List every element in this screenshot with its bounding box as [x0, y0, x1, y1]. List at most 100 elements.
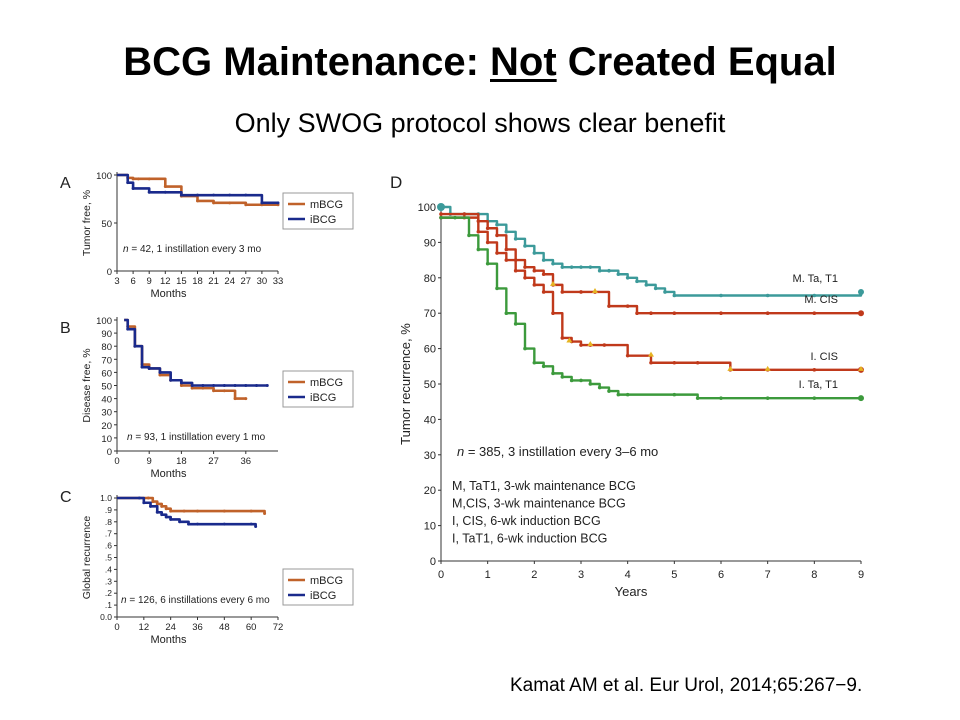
data-point-D: [625, 353, 630, 358]
y-tick-label-B: 80: [101, 342, 112, 353]
series-line-C-mbcg: [117, 496, 266, 514]
data-point-D: [607, 268, 611, 273]
data-point-C: [182, 509, 186, 513]
n-symbol: n: [127, 432, 133, 443]
data-point-D: [588, 265, 593, 269]
data-point-D: [513, 268, 518, 273]
data-point-C: [160, 513, 164, 517]
legend-label-C: mBCG: [310, 575, 343, 587]
x-tick-label-A: 33: [273, 276, 284, 287]
y-tick-label-B: 10: [101, 434, 112, 445]
data-point-A: [131, 177, 135, 181]
y-axis-title-D: Tumor recurrence, %: [398, 323, 413, 445]
data-point-A: [179, 193, 183, 197]
x-tick-label-D: 2: [531, 569, 537, 581]
series-label-D: M. CIS: [804, 294, 838, 306]
title-part-2: Created Equal: [556, 40, 837, 84]
y-tick-label-D: 20: [424, 485, 436, 497]
data-point-B: [179, 384, 183, 387]
start-point-D: [437, 203, 445, 211]
y-tick-label-B: 70: [101, 355, 112, 366]
sample-size-text: = 126, 6 instillations every 6 mo: [127, 595, 271, 606]
series-line-D-i-ta-t1: [441, 216, 861, 400]
data-point-D: [597, 385, 602, 390]
data-point-C: [146, 496, 150, 500]
series-line-D-i-cis: [441, 216, 861, 372]
end-point-D: [858, 310, 864, 317]
x-tick-label-A: 21: [208, 276, 219, 287]
legend-note-D: M,CIS, 3-wk maintenance BCG: [452, 497, 626, 511]
censor-mark-D: [592, 287, 598, 293]
data-point-D: [560, 265, 565, 269]
data-point-C: [164, 515, 168, 519]
x-tick-label-C: 12: [139, 622, 150, 633]
data-point-D: [551, 311, 555, 316]
data-point-D: [439, 215, 443, 220]
data-point-D: [504, 311, 509, 316]
data-point-D: [476, 247, 481, 252]
data-point-B: [190, 384, 194, 387]
y-tick-label-C: .6: [105, 541, 112, 551]
data-point-D: [579, 265, 583, 269]
data-point-D: [523, 346, 527, 351]
data-point-D: [541, 258, 546, 262]
y-tick-label-D: 80: [424, 273, 436, 285]
data-point-A: [244, 193, 248, 197]
data-point-D: [504, 229, 509, 234]
data-point-C: [169, 509, 173, 513]
data-point-D: [644, 283, 649, 287]
data-point-D: [495, 251, 499, 255]
censor-mark-D: [764, 365, 771, 371]
data-point-A: [260, 201, 264, 205]
data-point-D: [672, 311, 677, 316]
y-tick-label-B: 60: [101, 368, 112, 379]
data-point-D: [569, 265, 574, 269]
sample-size-note-A: n = 42, 1 instillation every 3 mo: [123, 244, 262, 255]
x-tick-label-A: 30: [257, 276, 268, 287]
data-point-B: [126, 327, 130, 331]
x-axis-title-C: Months: [150, 634, 187, 646]
data-point-D: [597, 268, 602, 273]
data-point-B: [244, 384, 248, 387]
data-point-D: [695, 360, 700, 365]
data-point-D: [513, 237, 518, 241]
x-tick-label-D: 0: [438, 569, 444, 581]
n-symbol: n: [457, 444, 464, 459]
slide-subtitle: Only SWOG protocol shows clear benefit: [234, 108, 726, 138]
data-point-D: [485, 226, 490, 231]
slide-title: BCG Maintenance: Not Created Equal: [0, 40, 960, 85]
data-point-A: [147, 177, 151, 181]
data-point-D: [569, 378, 574, 383]
data-point-D: [672, 360, 677, 365]
data-point-D: [765, 396, 770, 400]
y-tick-label-C: .1: [105, 600, 112, 610]
y-tick-label-C: .7: [105, 529, 112, 539]
data-point-D: [812, 311, 817, 316]
censor-mark-D: [566, 337, 573, 343]
data-point-D: [560, 290, 565, 294]
data-point-A: [196, 193, 199, 197]
x-tick-label-A: 6: [130, 276, 135, 287]
data-point-C: [187, 522, 191, 526]
censor-mark-D: [648, 351, 654, 357]
data-point-D: [579, 343, 583, 347]
data-point-B: [190, 386, 194, 390]
data-point-C: [178, 520, 182, 524]
x-tick-label-B: 18: [176, 456, 187, 467]
y-tick-label-A: 100: [96, 171, 112, 182]
y-tick-label-D: 40: [424, 414, 436, 426]
series-label-D: I. Ta, T1: [799, 379, 838, 391]
x-tick-label-D: 3: [578, 569, 584, 581]
data-point-C: [155, 502, 159, 506]
y-tick-label-D: 30: [424, 450, 436, 462]
n-symbol: n: [121, 595, 127, 606]
data-point-D: [607, 304, 611, 308]
x-tick-label-A: 18: [192, 276, 203, 287]
y-axis-title-C: Global recurrence: [81, 516, 93, 600]
data-point-C: [137, 496, 141, 500]
legend-box-A: [282, 192, 354, 230]
data-point-C: [155, 510, 159, 514]
legend-label-A: mBCG: [310, 199, 343, 211]
y-tick-label-D: 0: [430, 556, 436, 568]
y-tick-label-C: .8: [105, 517, 112, 527]
